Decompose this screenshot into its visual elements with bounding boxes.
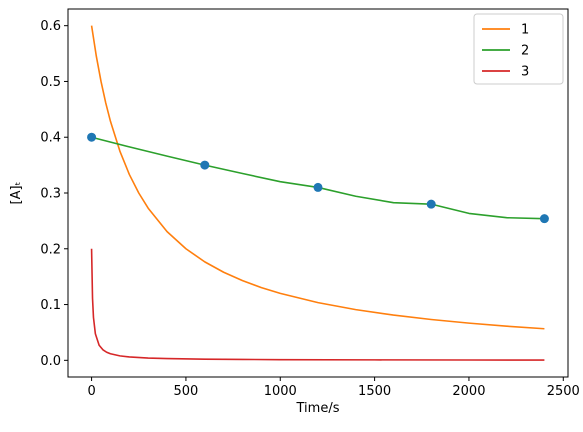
x-tick-label: 1000 — [264, 384, 297, 399]
y-tick-label: 0.4 — [40, 131, 61, 146]
markers-layer — [87, 132, 549, 224]
x-axis-ticks: 0 500 1000 1500 2000 2500 — [87, 377, 580, 399]
legend-entry-2: 2 — [521, 44, 529, 59]
data-point — [200, 160, 210, 170]
series-line-2 — [91, 136, 545, 220]
x-tick-label: 1500 — [358, 384, 391, 399]
data-point — [426, 199, 436, 209]
legend: 1 2 3 — [473, 13, 564, 85]
data-point — [539, 214, 549, 224]
data-point — [87, 132, 97, 142]
y-axis-label: [A]ₜ — [9, 181, 24, 204]
y-tick-label: 0.3 — [40, 187, 61, 202]
y-axis-ticks: 0.0 0.1 0.2 0.3 0.4 0.5 0.6 — [40, 19, 68, 369]
x-tick-label: 0 — [87, 384, 95, 399]
y-tick-label: 0.2 — [40, 242, 61, 257]
y-tick-label: 0.0 — [40, 354, 61, 369]
x-tick-label: 2000 — [452, 384, 485, 399]
series-line-1 — [90, 25, 545, 330]
y-tick-label: 0.6 — [40, 19, 61, 34]
data-point — [313, 182, 323, 192]
x-axis-label: Time/s — [296, 401, 340, 416]
y-tick-label: 0.1 — [40, 298, 61, 313]
legend-entry-1: 1 — [521, 23, 529, 38]
x-tick-label: 500 — [174, 384, 199, 399]
series-line-3 — [90, 248, 545, 361]
legend-entry-3: 3 — [521, 65, 529, 80]
y-tick-label: 0.5 — [40, 75, 61, 90]
legend-box — [473, 13, 564, 85]
x-tick-label: 2500 — [547, 384, 580, 399]
